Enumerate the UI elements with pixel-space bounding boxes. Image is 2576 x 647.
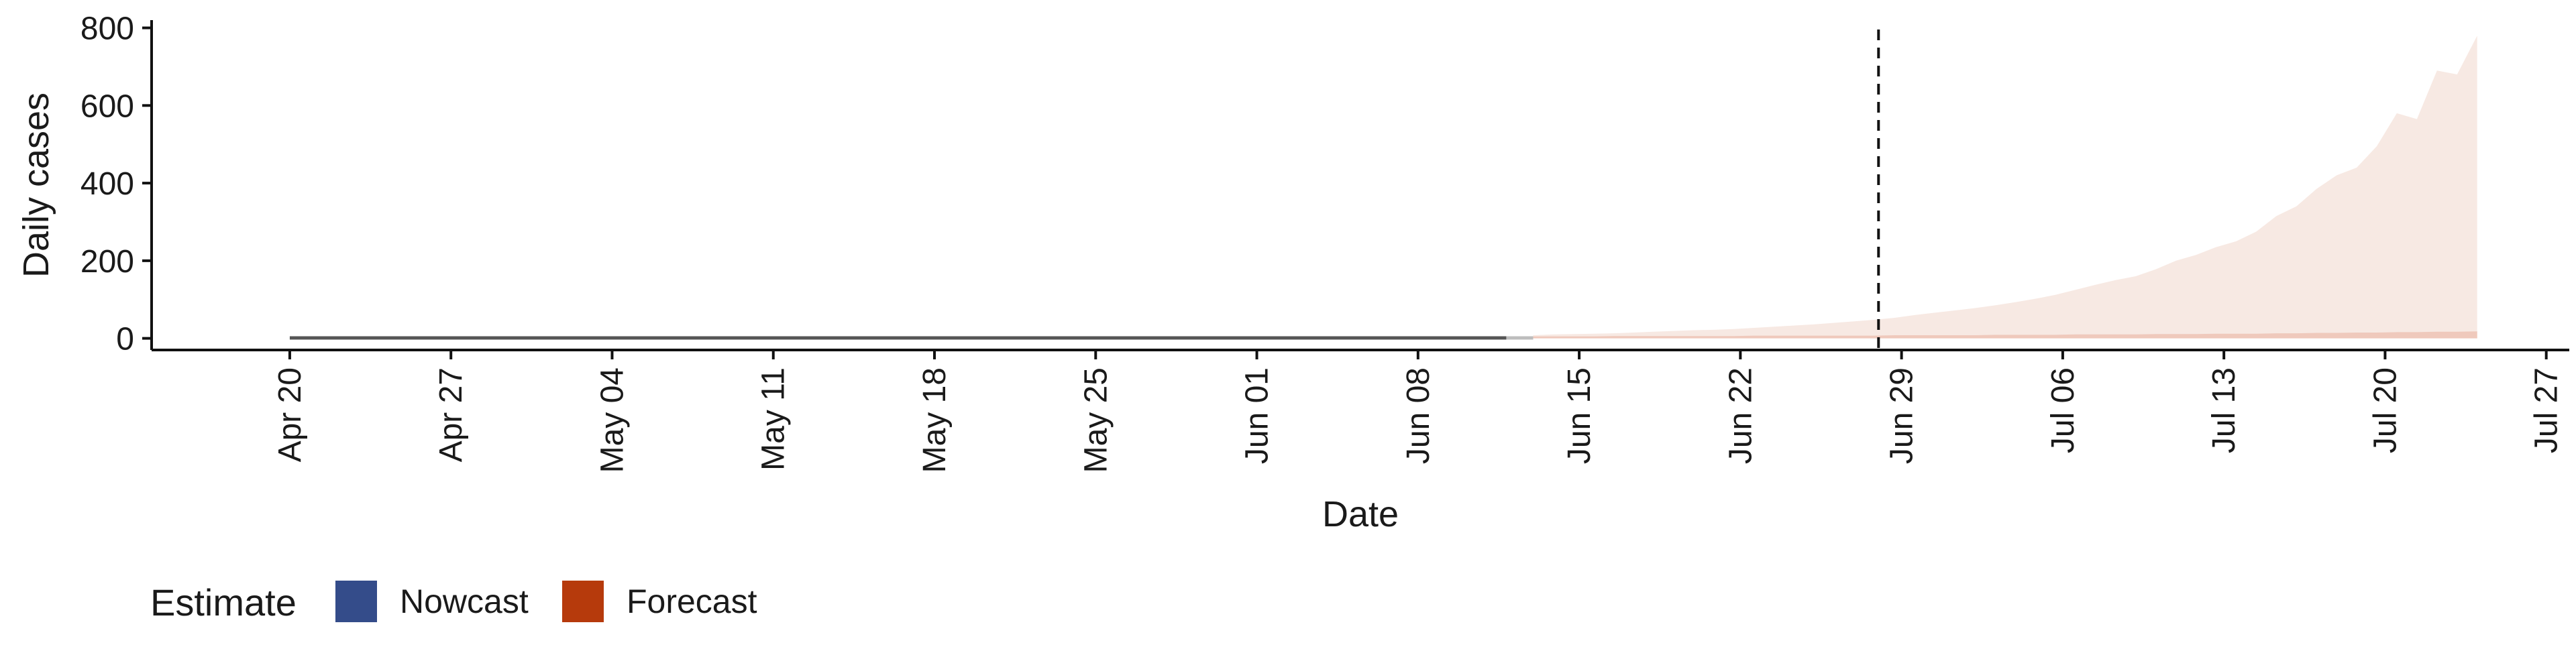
- x-tick-label: Jul 20: [2367, 367, 2403, 453]
- x-tick-label: Jun 29: [1884, 367, 1920, 464]
- legend-label-nowcast: Nowcast: [400, 583, 529, 620]
- x-tick-label: May 18: [917, 367, 953, 473]
- y-tick-label: 200: [80, 244, 134, 280]
- legend-label-forecast: Forecast: [627, 583, 757, 620]
- forecast-bands: [1533, 36, 2477, 339]
- forecast-band-inner: [1533, 331, 2477, 339]
- x-tick-label: Jun 22: [1723, 367, 1758, 464]
- forecast-band-outer: [1533, 36, 2477, 339]
- x-tick-label: May 11: [756, 367, 792, 471]
- x-tick-label: Apr 20: [272, 367, 308, 462]
- x-axis-title: Date: [1322, 494, 1399, 534]
- x-tick-label: May 25: [1078, 367, 1114, 473]
- y-tick-label: 0: [116, 322, 134, 357]
- legend-swatch-forecast: [562, 581, 604, 622]
- x-tick-label: Jun 15: [1562, 367, 1597, 464]
- x-tick-label: Jul 06: [2045, 367, 2081, 453]
- y-tick-label: 800: [80, 11, 134, 47]
- x-tick-label: Apr 27: [433, 367, 469, 462]
- x-tick-label: Jun 08: [1401, 367, 1436, 464]
- x-tick-label: May 04: [594, 367, 630, 473]
- x-ticks: Apr 20 Apr 27 May 04 May 11 May 18 May 25 Jun …: [272, 350, 2565, 473]
- y-tick-label: 400: [80, 166, 134, 202]
- y-ticks: 0 200 400 600 800: [80, 11, 152, 357]
- legend-title: Estimate: [150, 581, 297, 624]
- x-tick-label: Jun 01: [1240, 367, 1275, 464]
- y-axis-title: Daily cases: [16, 93, 56, 278]
- x-tick-label: Jul 27: [2529, 367, 2565, 453]
- x-tick-label: Jul 13: [2206, 367, 2242, 453]
- axes: [150, 20, 2569, 351]
- legend: Estimate Nowcast Forecast: [150, 581, 757, 624]
- legend-swatch-nowcast: [335, 581, 377, 622]
- y-tick-label: 600: [80, 89, 134, 124]
- observed-series: [289, 336, 1534, 340]
